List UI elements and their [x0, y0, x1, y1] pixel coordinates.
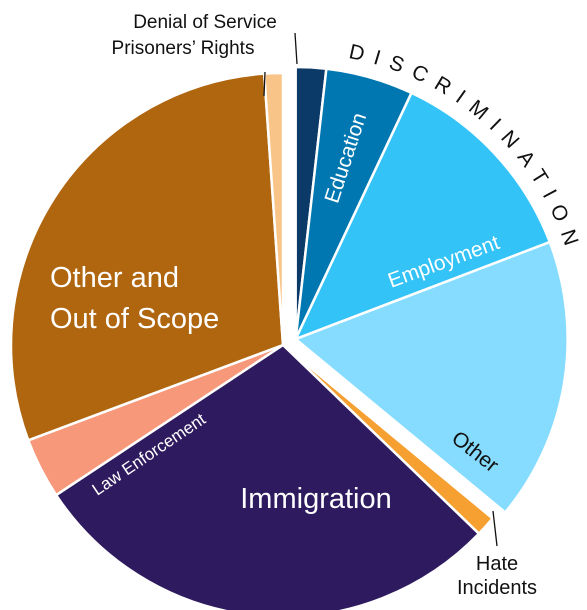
slice-employment [294, 91, 552, 341]
denial-of-service-label: Denial of Service [133, 12, 277, 33]
other-out-of-scope-label-line2: Out of Scope [50, 303, 219, 335]
slice-other [294, 240, 569, 514]
other-out-of-scope-label-line1: Other and [50, 262, 179, 294]
immigration-label: Immigration [240, 483, 392, 515]
hate-incidents-label-line1: Hate [476, 553, 518, 575]
slice-prisoners-rights [262, 71, 285, 347]
hate-leader-line [492, 510, 498, 547]
slice-immigration [54, 343, 481, 610]
hate-incidents-label-line2: Incidents [457, 577, 537, 599]
prisoners-leader-line [263, 71, 266, 97]
denial-leader-line [294, 32, 298, 65]
slice-other-and-out-of-scope [9, 72, 285, 442]
pie-slices [9, 65, 569, 610]
prisoners-rights-label: Prisoners’ Rights [112, 38, 255, 59]
